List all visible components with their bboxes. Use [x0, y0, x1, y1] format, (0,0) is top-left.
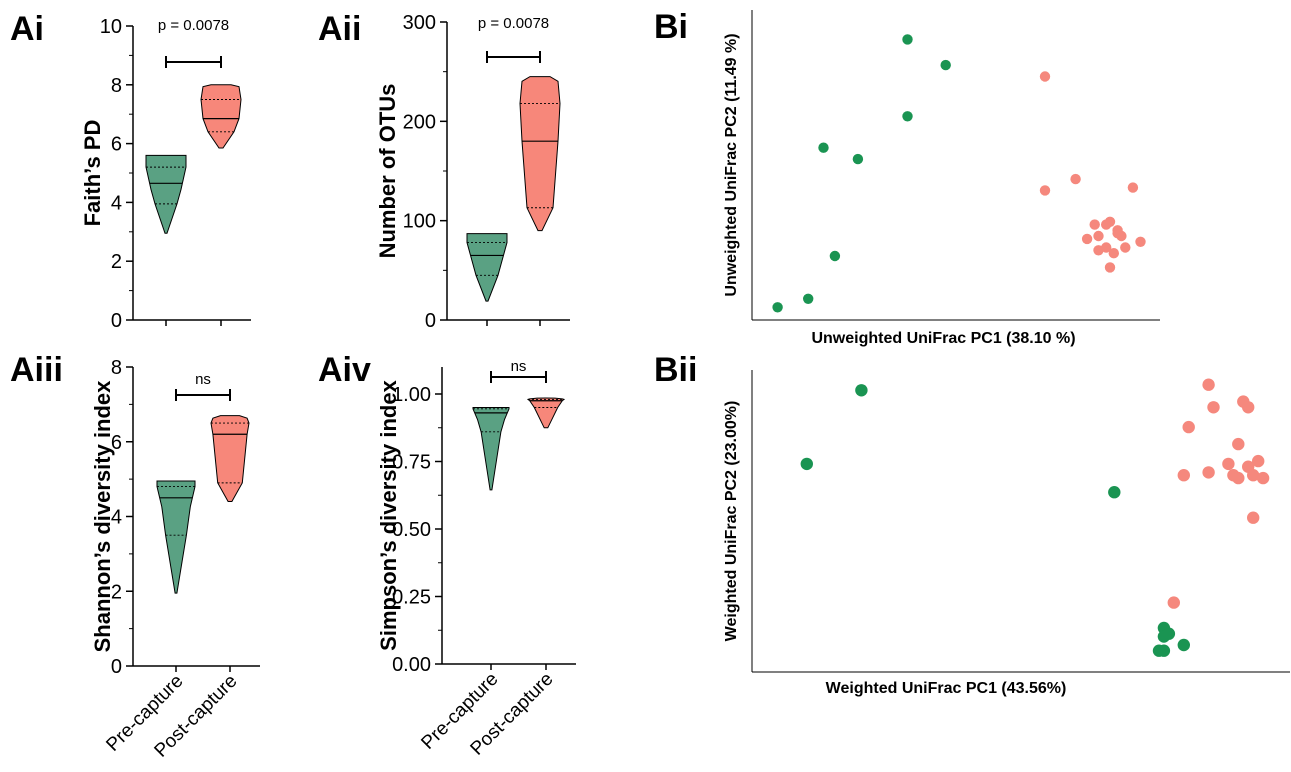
violin-post-capture [519, 76, 561, 232]
point-post-capture [1104, 262, 1116, 273]
point-post-capture [1101, 242, 1112, 253]
y-tick-label: 0.50 [392, 519, 431, 541]
panel-label: Aiv [318, 351, 371, 389]
y-tick-label: 300 [403, 12, 436, 34]
y-tick-label: 0 [425, 310, 436, 332]
point-post-capture [1177, 469, 1191, 482]
significance-label: ns [511, 358, 527, 375]
point-post-capture [1108, 248, 1120, 259]
point-post-capture [1182, 420, 1195, 434]
violin-post-capture [526, 397, 566, 429]
y-tick-label: 2 [111, 581, 122, 603]
point-post-capture [1202, 466, 1215, 479]
y-tick-label: 4 [111, 192, 122, 214]
x-axis-label: Unweighted UniFrac PC1 (38.10 %) [811, 330, 1075, 347]
point-pre-capture [940, 59, 951, 71]
point-post-capture [1039, 185, 1051, 196]
point-post-capture [1252, 454, 1265, 468]
y-tick-label: 6 [111, 432, 122, 454]
point-post-capture [1232, 437, 1245, 451]
y-tick-label: 200 [403, 111, 436, 133]
y-tick-label: 0.00 [392, 654, 431, 676]
panel-aii: Aii 0 100 200 300 Number of OTUs p = 0.0078 [318, 10, 570, 332]
point-post-capture [1207, 401, 1220, 414]
y-axis-label: Simpson’s diversity index [376, 379, 401, 650]
point-post-capture [1081, 233, 1093, 245]
point-post-capture [1039, 71, 1051, 82]
point-post-capture [1070, 173, 1081, 185]
y-tick-label: 0.75 [392, 452, 431, 474]
y-axis-label: Number of OTUs [375, 84, 400, 259]
point-pre-capture [772, 302, 783, 313]
panel-ai: Ai 0 2 4 6 8 10 Faith’s PD p = 0.0078 [10, 10, 251, 332]
point-post-capture [1101, 219, 1112, 230]
violin-pre-capture [472, 407, 510, 491]
point-post-capture [1089, 219, 1100, 230]
point-pre-capture [1108, 486, 1121, 499]
y-tick-label: 100 [403, 211, 436, 233]
panel-label: Aiii [10, 351, 63, 389]
y-tick-label: 4 [111, 507, 122, 529]
panel-label: Bii [654, 351, 697, 389]
y-axis-label: Shannon’s diversity index [90, 380, 115, 653]
y-tick-label: 0.25 [392, 587, 431, 609]
y-tick-label: 2 [111, 251, 122, 273]
point-post-capture [1247, 469, 1260, 482]
point-post-capture [1116, 230, 1127, 242]
y-tick-label: 0 [111, 310, 122, 332]
y-tick-label: 8 [111, 75, 122, 97]
point-post-capture [1167, 596, 1181, 609]
y-tick-label: 0 [111, 656, 122, 678]
point-pre-capture [829, 250, 841, 262]
point-post-capture [1120, 242, 1131, 253]
y-axis-label: Faith’s PD [80, 120, 105, 227]
significance-label: p = 0.0078 [478, 15, 549, 32]
panel-label: Ai [10, 10, 44, 48]
point-pre-capture [818, 142, 829, 153]
point-post-capture [1222, 457, 1235, 471]
y-tick-label: 1.00 [392, 384, 431, 406]
point-pre-capture [902, 34, 913, 45]
point-pre-capture [1162, 627, 1176, 640]
point-post-capture [1202, 378, 1215, 391]
x-axis-label: Weighted UniFrac PC1 (43.56%) [826, 680, 1067, 697]
violin-pre-capture [466, 233, 508, 302]
point-pre-capture [800, 457, 813, 471]
point-post-capture [1135, 236, 1146, 247]
y-axis-label: Unweighted UniFrac PC2 (11.49 %) [723, 33, 740, 296]
point-pre-capture [855, 384, 868, 397]
panel-bi: Bi Unweighted UniFrac PC1 (38.10 %) Unweig… [654, 8, 1160, 347]
point-post-capture [1256, 471, 1270, 485]
y-tick-label: 10 [100, 16, 122, 38]
y-tick-label: 6 [111, 134, 122, 156]
y-tick-label: 8 [111, 357, 122, 379]
panel-label: Bi [654, 8, 688, 46]
point-post-capture [1232, 471, 1245, 485]
point-post-capture [1242, 401, 1255, 414]
point-pre-capture [1152, 644, 1166, 657]
point-pre-capture [852, 153, 864, 165]
point-pre-capture [1177, 638, 1191, 652]
violin-post-capture [200, 84, 242, 149]
panel-bii: Bii Weighted UniFrac PC1 (43.56%) Weighted… [654, 351, 1290, 697]
y-axis-label: Weighted UniFrac PC2 (23.00%) [723, 401, 740, 642]
significance-label: p = 0.0078 [158, 17, 229, 34]
panel-label: Aii [318, 10, 361, 48]
point-post-capture [1093, 230, 1104, 242]
point-pre-capture [803, 293, 814, 304]
point-pre-capture [902, 111, 913, 122]
violin-post-capture [210, 415, 250, 503]
point-post-capture [1247, 511, 1260, 524]
significance-label: ns [195, 371, 211, 388]
point-post-capture [1127, 182, 1139, 193]
